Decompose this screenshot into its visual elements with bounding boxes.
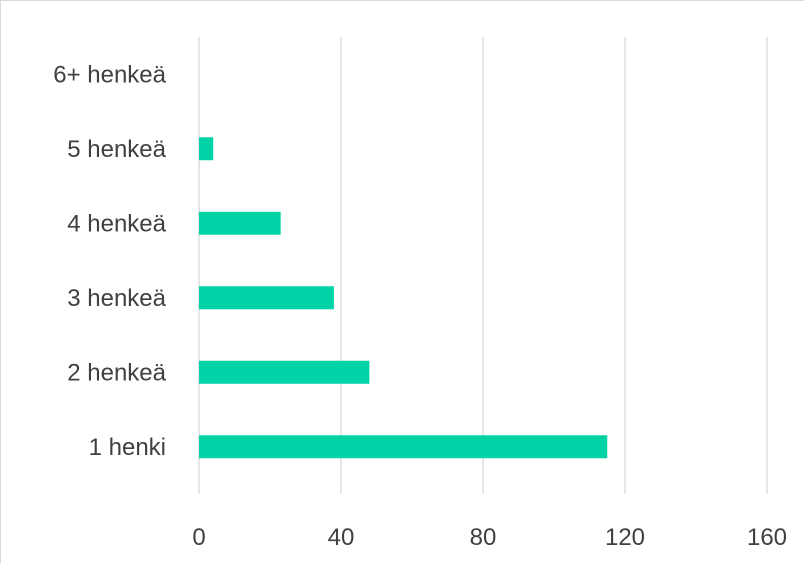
x-tick-label: 80 xyxy=(470,524,497,551)
bar-4-henke xyxy=(199,211,281,235)
category-label: 2 henkeä xyxy=(67,359,166,386)
x-tick-label: 0 xyxy=(192,524,205,551)
bars xyxy=(199,137,608,459)
x-tick-label: 40 xyxy=(328,524,355,551)
x-tick-label: 160 xyxy=(747,524,787,551)
category-label: 5 henkeä xyxy=(67,136,166,163)
x-axis-tick-labels: 0 40 80 120 160 xyxy=(192,524,787,551)
category-label: 6+ henkeä xyxy=(53,61,166,88)
bar-2-henke xyxy=(199,360,370,384)
category-label: 3 henkeä xyxy=(67,285,166,312)
bar-5-henke xyxy=(199,137,214,161)
gridlines xyxy=(198,37,768,494)
bar-3-henke xyxy=(199,286,334,310)
x-tick-label: 120 xyxy=(605,524,645,551)
category-labels: 1 henki 2 henkeä 3 henkeä 4 henkeä 5 henkeä 6… xyxy=(53,61,166,461)
bar-1-henki xyxy=(199,435,608,459)
category-label: 4 henkeä xyxy=(67,210,166,237)
category-label: 1 henki xyxy=(89,434,166,461)
